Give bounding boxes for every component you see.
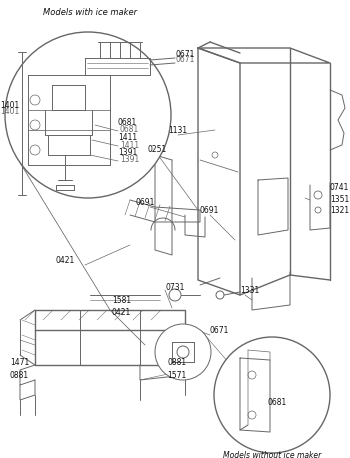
Text: 0881: 0881 xyxy=(167,358,186,367)
Text: 1351: 1351 xyxy=(330,195,349,204)
Circle shape xyxy=(5,32,171,198)
Text: 0691: 0691 xyxy=(135,198,154,207)
Text: 1401: 1401 xyxy=(0,101,19,110)
Circle shape xyxy=(214,337,330,453)
Text: 1391: 1391 xyxy=(118,148,137,157)
Text: 0671: 0671 xyxy=(175,50,194,59)
Text: 0741: 0741 xyxy=(330,183,349,192)
Text: 1471: 1471 xyxy=(10,358,29,367)
Text: 1401: 1401 xyxy=(0,108,19,116)
Text: 1331: 1331 xyxy=(240,286,259,295)
Text: 0671: 0671 xyxy=(175,55,194,65)
Circle shape xyxy=(155,324,211,380)
Text: 0251: 0251 xyxy=(148,145,167,154)
Text: Models without ice maker: Models without ice maker xyxy=(223,451,321,458)
Text: 0731: 0731 xyxy=(166,283,186,292)
Text: 1411: 1411 xyxy=(120,141,139,149)
Text: 1391: 1391 xyxy=(120,156,139,164)
Text: 0681: 0681 xyxy=(268,398,287,407)
Text: 1321: 1321 xyxy=(330,206,349,215)
Text: 1571: 1571 xyxy=(167,371,186,380)
Text: 1131: 1131 xyxy=(168,126,187,135)
Text: 1411: 1411 xyxy=(118,133,137,142)
Text: 0881: 0881 xyxy=(10,371,29,380)
Text: 0691: 0691 xyxy=(200,206,219,215)
Text: 0421: 0421 xyxy=(55,256,74,265)
Text: 1581: 1581 xyxy=(112,296,131,305)
Text: 0681: 0681 xyxy=(118,118,137,127)
Text: 0671: 0671 xyxy=(210,326,229,335)
Text: Models with ice maker: Models with ice maker xyxy=(43,8,137,17)
Text: 0681: 0681 xyxy=(120,125,139,135)
Text: 0421: 0421 xyxy=(112,308,131,317)
